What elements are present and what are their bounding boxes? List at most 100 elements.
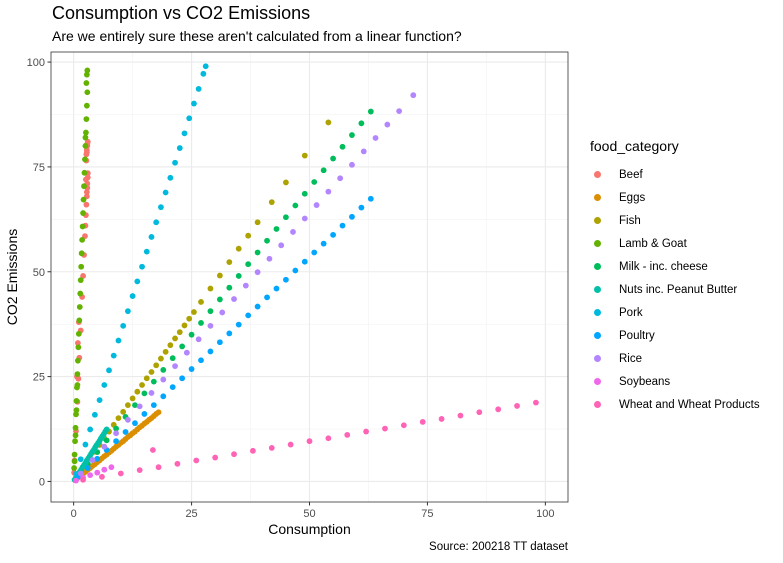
data-point <box>141 411 148 417</box>
data-point <box>148 390 155 396</box>
data-point <box>264 237 270 244</box>
data-point <box>290 229 296 235</box>
data-point <box>231 296 237 302</box>
data-point <box>158 204 164 211</box>
legend-key <box>594 286 601 293</box>
legend-item: Lamb & Goat <box>594 232 760 255</box>
plot-border <box>50 51 569 503</box>
data-point <box>76 304 83 310</box>
data-point <box>476 409 483 416</box>
x-tick-label: 100 <box>536 508 554 520</box>
data-point <box>325 119 332 126</box>
data-point <box>358 204 365 211</box>
data-point <box>82 134 89 141</box>
data-point <box>495 406 502 413</box>
data-point <box>84 89 91 96</box>
data-point <box>179 375 186 382</box>
data-point <box>108 464 115 471</box>
y-tick-label: 50 <box>33 267 45 279</box>
data-point <box>249 447 256 454</box>
data-point <box>254 303 261 310</box>
data-point <box>124 416 131 423</box>
data-point <box>320 240 327 247</box>
data-point <box>148 234 155 240</box>
legend-item: Nuts inc. Peanut Butter <box>594 278 760 301</box>
data-point <box>207 308 214 315</box>
data-point <box>82 156 88 163</box>
data-point <box>313 202 320 208</box>
data-point <box>186 315 193 322</box>
data-point <box>134 388 141 395</box>
data-point <box>129 395 136 402</box>
data-point <box>113 425 119 432</box>
data-point <box>349 161 355 168</box>
data-point <box>226 259 233 266</box>
legend-label: Lamb & Goat <box>619 237 687 250</box>
data-point <box>231 451 237 458</box>
data-point <box>195 336 202 343</box>
data-point <box>264 294 270 301</box>
data-point <box>94 469 101 476</box>
legend-key <box>594 240 601 247</box>
data-point <box>72 438 78 445</box>
data-point <box>82 441 89 448</box>
data-point <box>83 102 90 109</box>
data-point <box>226 284 233 291</box>
data-point <box>115 337 122 344</box>
legend-key <box>594 217 601 224</box>
legend-item: Pork <box>594 301 760 324</box>
legend-label: Wheat and Wheat Products <box>619 398 760 411</box>
data-point <box>292 267 299 274</box>
data-point <box>77 277 84 284</box>
data-point <box>533 399 539 406</box>
data-point <box>153 362 160 369</box>
legend-label: Soybeans <box>619 375 671 388</box>
data-point <box>136 467 143 474</box>
data-point <box>273 285 280 292</box>
data-point <box>176 145 183 151</box>
legend-item: Beef <box>594 163 760 186</box>
data-point <box>83 189 90 195</box>
data-point <box>74 357 81 364</box>
data-point <box>273 226 280 232</box>
data-point <box>89 457 96 463</box>
legend-label: Milk - inc. cheese <box>619 260 708 273</box>
data-point <box>337 175 344 182</box>
data-point <box>360 148 367 155</box>
data-point <box>382 425 388 432</box>
x-tick-label: 25 <box>185 508 197 520</box>
data-point <box>179 343 186 350</box>
data-point <box>396 108 403 115</box>
data-point <box>188 331 195 338</box>
data-point <box>71 465 78 471</box>
data-point <box>132 402 138 409</box>
data-point <box>71 451 78 458</box>
data-point <box>83 129 89 136</box>
data-point <box>160 393 167 400</box>
data-point <box>83 71 90 78</box>
legend-key <box>594 378 601 385</box>
data-point <box>80 196 87 203</box>
data-point <box>143 248 150 255</box>
data-point <box>167 174 174 181</box>
data-point <box>245 232 252 239</box>
data-point <box>198 320 204 326</box>
data-point <box>155 464 162 471</box>
data-point <box>113 438 119 445</box>
data-point <box>124 308 131 315</box>
chart-title: Consumption vs CO2 Emissions <box>52 3 311 23</box>
legend-key <box>594 171 601 178</box>
data-point <box>325 188 332 195</box>
legend-key <box>594 263 601 270</box>
data-point <box>80 476 86 483</box>
data-point <box>110 352 117 359</box>
data-point <box>158 355 164 362</box>
data-point <box>150 378 157 385</box>
data-point <box>167 342 174 349</box>
data-point <box>306 438 313 445</box>
data-point <box>136 403 143 410</box>
legend-item: Fish <box>594 209 760 232</box>
y-tick-label: 75 <box>33 162 45 174</box>
data-point <box>120 322 127 329</box>
